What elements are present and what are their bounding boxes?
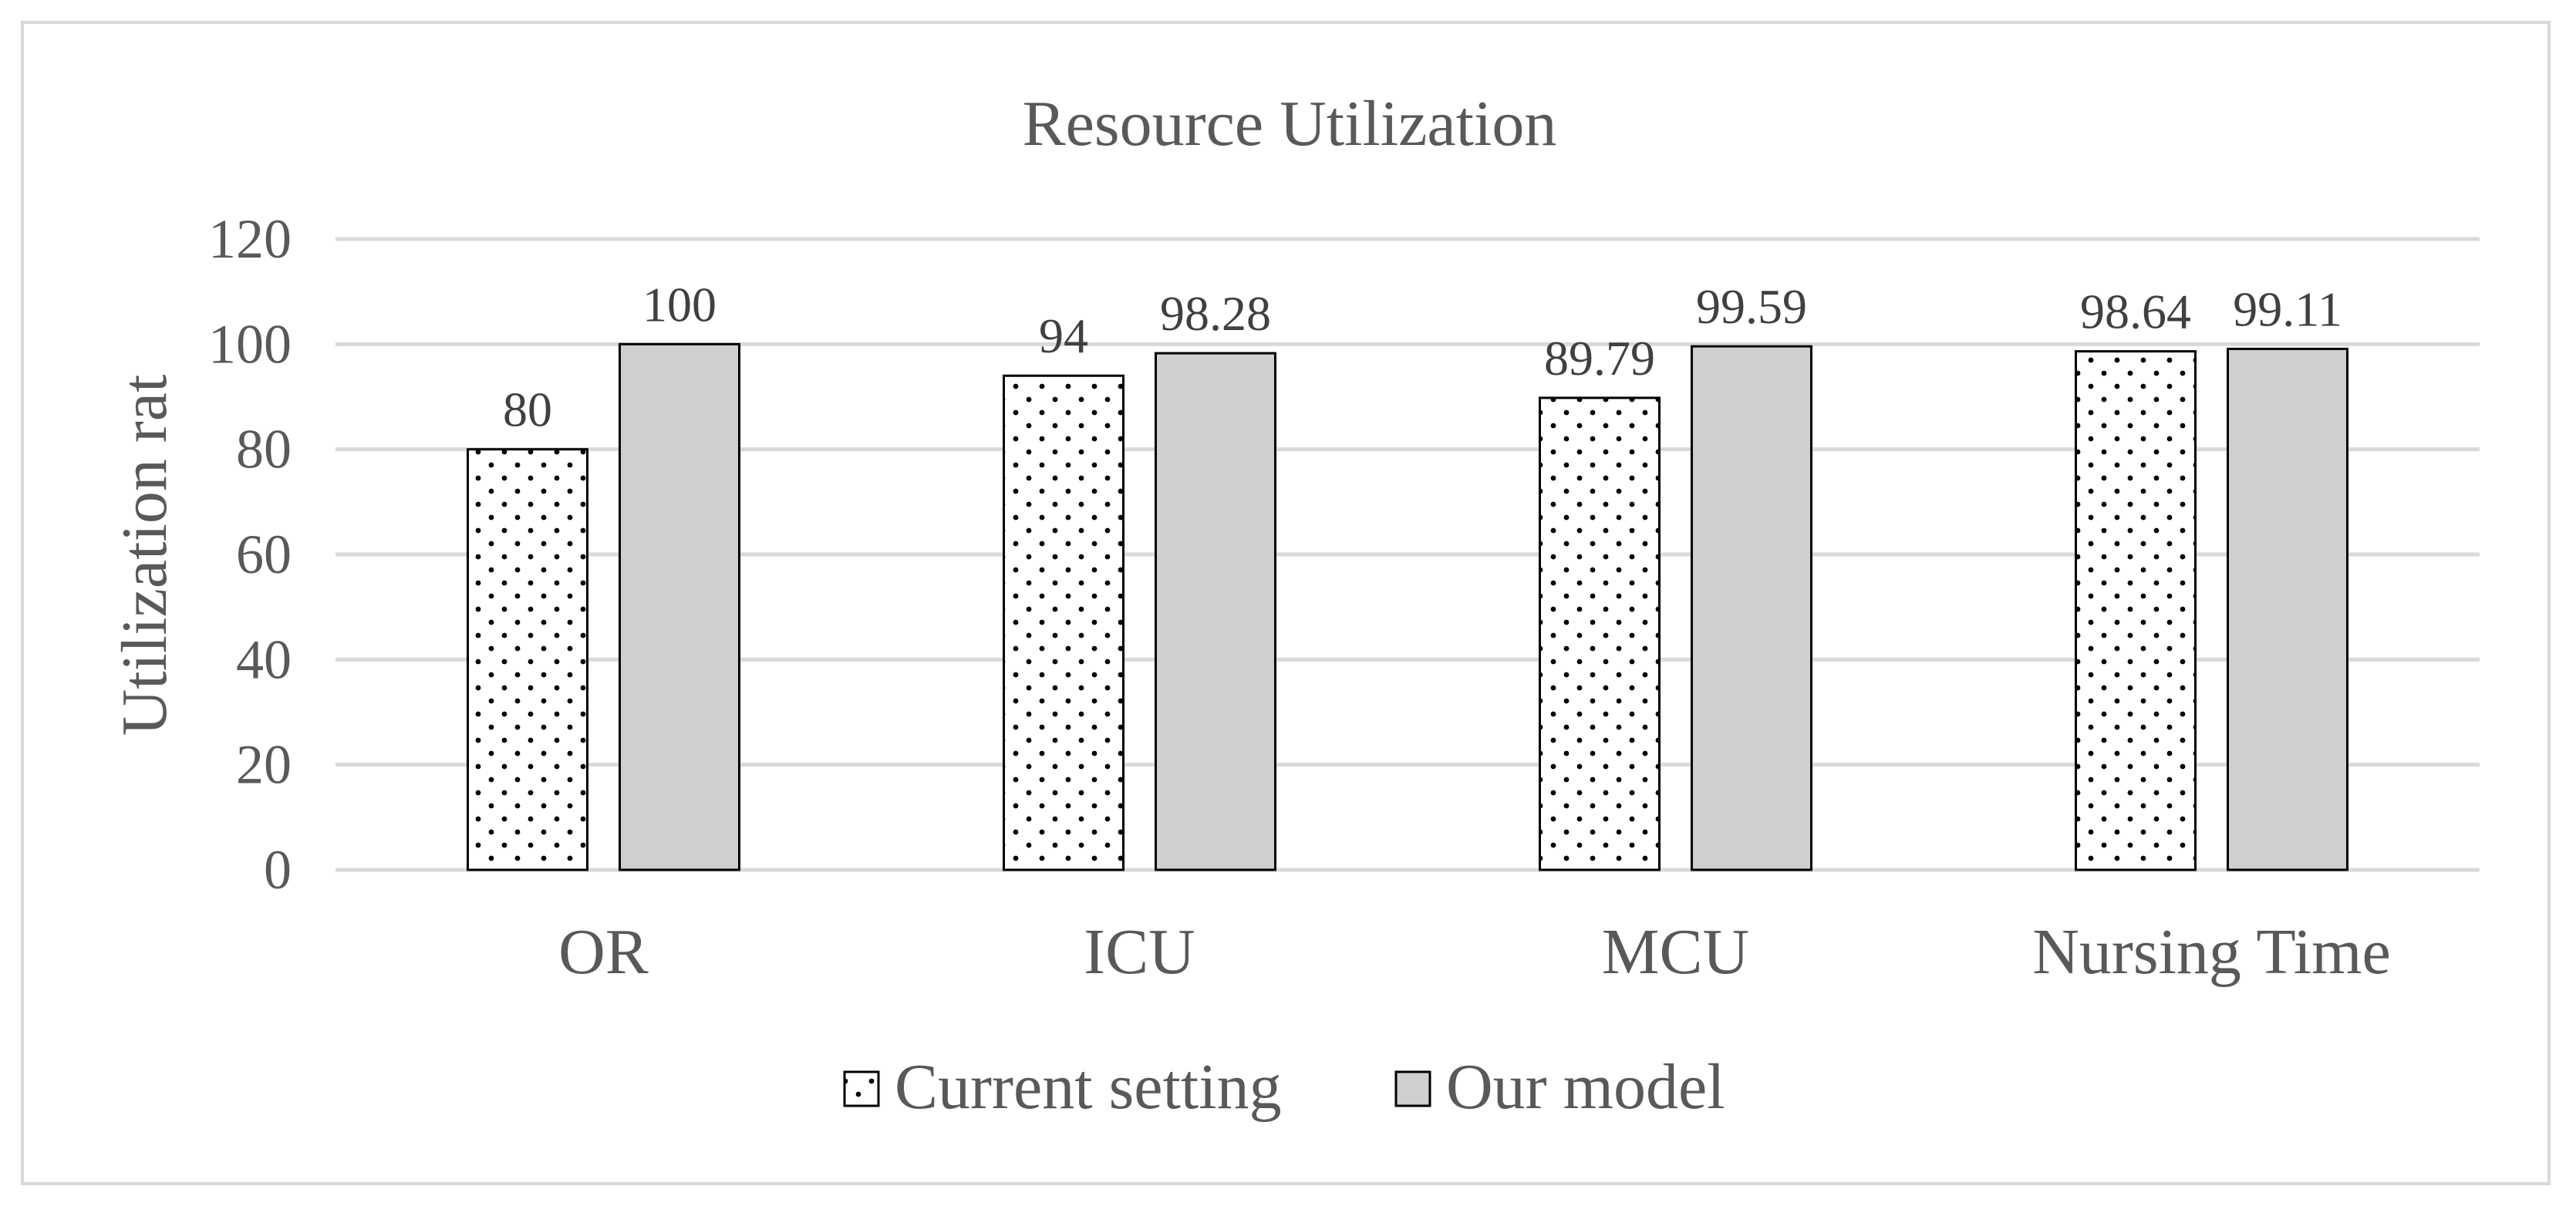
bar-our-model-nursing-time [2227, 347, 2348, 871]
bar-current-setting-or [467, 448, 588, 871]
data-labels: 80 100 94 98.28 89.79 99.59 98.64 99.11 [503, 277, 2342, 436]
y-tick-label: 60 [236, 524, 292, 585]
y-axis-label: Utilization rat [109, 375, 180, 736]
x-tick-label-nursing-time: Nursing Time [2032, 916, 2390, 988]
data-label-our-model-nursing-time: 99.11 [2233, 281, 2342, 336]
data-label-current-setting-icu: 94 [1039, 308, 1088, 363]
legend-swatch-our-model [1394, 1070, 1431, 1107]
legend: Current setting Our model [843, 1051, 1725, 1123]
data-label-our-model-icu: 98.28 [1160, 286, 1271, 341]
bars [467, 342, 2348, 871]
x-tick-labels: OR ICU MCU Nursing Time [558, 916, 2391, 988]
x-tick-label-icu: ICU [1084, 916, 1195, 988]
y-tick-label: 100 [208, 313, 292, 375]
y-tick-label: 0 [264, 839, 292, 901]
data-label-current-setting-mcu: 89.79 [1544, 331, 1655, 386]
bar-our-model-or [619, 342, 740, 871]
data-label-our-model-or: 100 [642, 277, 716, 332]
bar-our-model-icu [1155, 352, 1276, 871]
y-tick-label: 80 [236, 419, 292, 480]
x-tick-label-mcu: MCU [1602, 916, 1749, 988]
bar-our-model-mcu [1691, 345, 1812, 871]
x-tick-label-or: OR [558, 916, 649, 988]
bar-current-setting-nursing-time [2075, 350, 2197, 871]
legend-label-current-setting: Current setting [895, 1051, 1282, 1123]
data-label-our-model-mcu: 99.59 [1696, 279, 1807, 334]
data-label-current-setting-or: 80 [503, 382, 552, 437]
chart-title: Resource Utilization [1023, 88, 1557, 160]
bar-current-setting-mcu [1539, 396, 1661, 871]
bar-current-setting-icu [1003, 374, 1124, 871]
legend-label-our-model: Our model [1446, 1051, 1725, 1123]
y-tick-label: 20 [236, 734, 292, 796]
y-tick-labels: 0 20 40 60 80 100 120 [208, 208, 292, 901]
y-tick-label: 120 [208, 208, 292, 270]
y-tick-label: 40 [236, 628, 292, 690]
data-label-current-setting-nursing-time: 98.64 [2080, 285, 2191, 339]
legend-swatch-current-setting [843, 1070, 880, 1107]
